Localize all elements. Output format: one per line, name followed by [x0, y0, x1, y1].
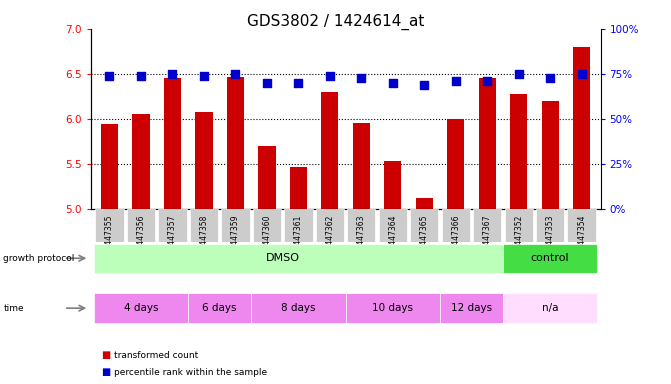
- Point: [262, 80, 272, 86]
- FancyBboxPatch shape: [315, 209, 344, 242]
- Text: DMSO: DMSO: [266, 253, 300, 263]
- FancyBboxPatch shape: [190, 209, 218, 242]
- FancyBboxPatch shape: [95, 209, 123, 242]
- Text: 12 days: 12 days: [451, 303, 492, 313]
- Bar: [94, 293, 188, 323]
- Bar: [195, 112, 213, 209]
- Point: [419, 82, 429, 88]
- Text: GSM447367: GSM447367: [482, 214, 492, 261]
- FancyBboxPatch shape: [127, 209, 155, 242]
- Text: GSM447355: GSM447355: [105, 214, 114, 261]
- Bar: [503, 293, 597, 323]
- Text: GSM447361: GSM447361: [294, 214, 303, 261]
- Bar: [353, 122, 370, 209]
- Text: GSM447353: GSM447353: [546, 214, 555, 261]
- FancyBboxPatch shape: [568, 209, 596, 242]
- Point: [513, 71, 524, 77]
- Text: percentile rank within the sample: percentile rank within the sample: [114, 368, 267, 377]
- Point: [104, 73, 115, 79]
- Text: GSM447366: GSM447366: [451, 214, 460, 261]
- FancyBboxPatch shape: [378, 209, 407, 242]
- Bar: [101, 124, 118, 209]
- Text: GSM447360: GSM447360: [262, 214, 271, 261]
- Text: n/a: n/a: [542, 303, 558, 313]
- FancyBboxPatch shape: [536, 209, 564, 242]
- Bar: [573, 47, 590, 209]
- Text: ■: ■: [101, 350, 110, 360]
- Text: growth protocol: growth protocol: [3, 254, 74, 263]
- Point: [545, 74, 556, 81]
- Bar: [503, 243, 597, 273]
- Text: GSM447358: GSM447358: [199, 214, 209, 261]
- Point: [576, 71, 587, 77]
- FancyBboxPatch shape: [221, 209, 250, 242]
- Text: 4 days: 4 days: [123, 303, 158, 313]
- Bar: [447, 119, 464, 209]
- Bar: [346, 293, 440, 323]
- Text: GSM447359: GSM447359: [231, 214, 240, 261]
- Text: GSM447362: GSM447362: [325, 214, 334, 261]
- FancyBboxPatch shape: [473, 209, 501, 242]
- Bar: [415, 197, 433, 209]
- FancyBboxPatch shape: [410, 209, 438, 242]
- Bar: [227, 77, 244, 209]
- FancyBboxPatch shape: [158, 209, 187, 242]
- FancyBboxPatch shape: [285, 209, 313, 242]
- Bar: [290, 167, 307, 209]
- Bar: [94, 243, 503, 273]
- Text: transformed count: transformed count: [114, 351, 199, 360]
- FancyBboxPatch shape: [442, 209, 470, 242]
- Bar: [164, 78, 181, 209]
- Bar: [321, 92, 338, 209]
- Text: 10 days: 10 days: [372, 303, 413, 313]
- Bar: [251, 293, 346, 323]
- Text: GSM447365: GSM447365: [420, 214, 429, 261]
- Text: GSM447364: GSM447364: [389, 214, 397, 261]
- Text: GSM447363: GSM447363: [357, 214, 366, 261]
- Text: time: time: [3, 304, 24, 313]
- Bar: [132, 114, 150, 209]
- Text: GSM447352: GSM447352: [514, 214, 523, 261]
- Point: [387, 80, 398, 86]
- FancyBboxPatch shape: [253, 209, 281, 242]
- Text: GDS3802 / 1424614_at: GDS3802 / 1424614_at: [247, 13, 424, 30]
- Point: [325, 73, 336, 79]
- Point: [356, 74, 366, 81]
- Text: 6 days: 6 days: [203, 303, 237, 313]
- Point: [293, 80, 304, 86]
- Point: [136, 73, 146, 79]
- Bar: [440, 293, 503, 323]
- FancyBboxPatch shape: [505, 209, 533, 242]
- Point: [450, 78, 461, 84]
- Text: ■: ■: [101, 367, 110, 377]
- Point: [199, 73, 209, 79]
- Text: GSM447354: GSM447354: [577, 214, 586, 261]
- Text: 8 days: 8 days: [281, 303, 315, 313]
- Bar: [188, 293, 251, 323]
- Bar: [478, 78, 496, 209]
- Text: GSM447356: GSM447356: [136, 214, 146, 261]
- Point: [230, 71, 241, 77]
- FancyBboxPatch shape: [347, 209, 376, 242]
- Point: [167, 71, 178, 77]
- Point: [482, 78, 493, 84]
- Text: control: control: [531, 253, 570, 263]
- Bar: [541, 101, 559, 209]
- Bar: [384, 161, 401, 209]
- Bar: [510, 94, 527, 209]
- Bar: [258, 146, 276, 209]
- Text: GSM447357: GSM447357: [168, 214, 177, 261]
